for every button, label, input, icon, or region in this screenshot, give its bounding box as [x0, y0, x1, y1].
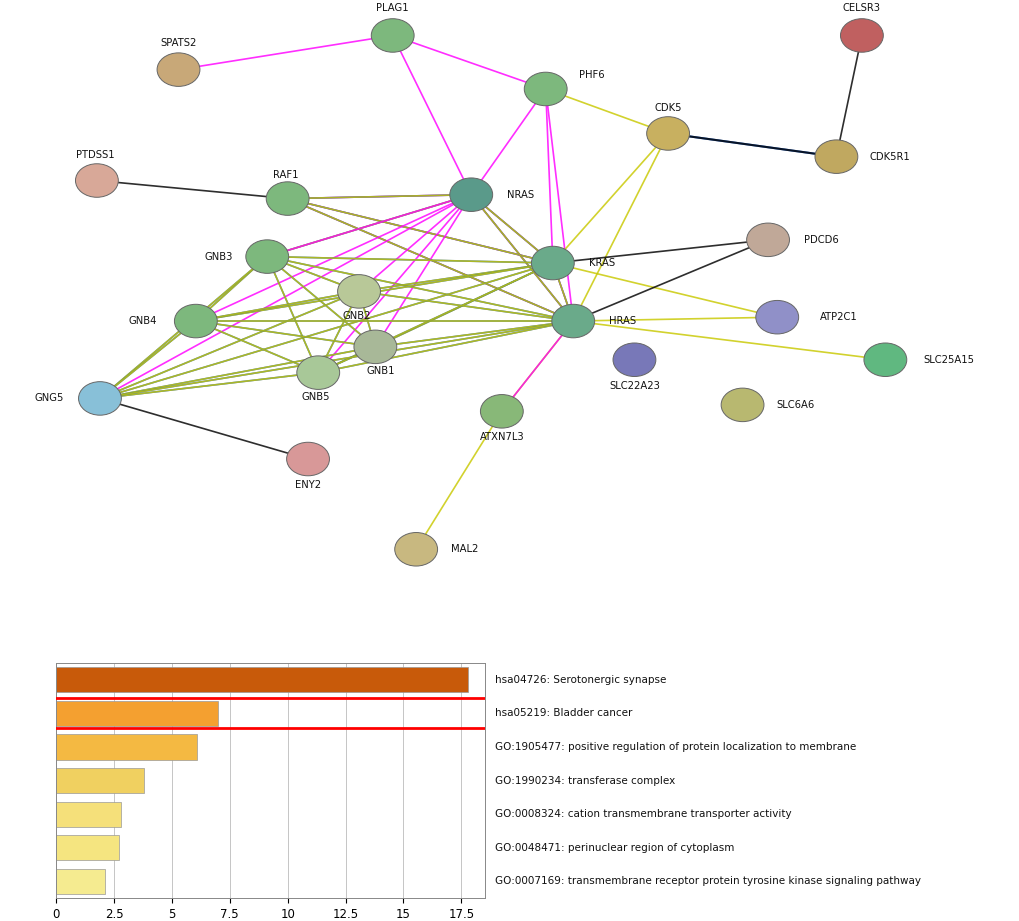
Bar: [56, 668, 468, 693]
Text: GO:1990234: transferase complex: GO:1990234: transferase complex: [494, 775, 675, 786]
Bar: [56, 768, 144, 793]
Text: hsa04726: Serotonergic synapse: hsa04726: Serotonergic synapse: [494, 675, 665, 685]
Ellipse shape: [449, 178, 492, 212]
Bar: [56, 869, 105, 893]
Text: GNB1: GNB1: [366, 367, 394, 377]
Text: GO:0007169: transmembrane receptor protein tyrosine kinase signaling pathway: GO:0007169: transmembrane receptor prote…: [494, 876, 920, 886]
Text: MAL2: MAL2: [451, 544, 478, 554]
Text: ATP2C1: ATP2C1: [818, 312, 857, 322]
Bar: [56, 734, 197, 760]
Text: GO:1905477: positive regulation of protein localization to membrane: GO:1905477: positive regulation of prote…: [494, 742, 855, 752]
Ellipse shape: [354, 330, 396, 364]
Ellipse shape: [297, 356, 339, 390]
Text: NRAS: NRAS: [506, 190, 533, 200]
Text: ATXN7L3: ATXN7L3: [479, 432, 524, 442]
Text: PDCD6: PDCD6: [803, 235, 838, 245]
Text: hsa05219: Bladder cancer: hsa05219: Bladder cancer: [494, 708, 632, 718]
Ellipse shape: [246, 239, 288, 274]
Text: GNG5: GNG5: [35, 393, 63, 403]
Text: GO:0008324: cation transmembrane transporter activity: GO:0008324: cation transmembrane transpo…: [494, 809, 791, 819]
Text: GNB4: GNB4: [128, 316, 157, 326]
Ellipse shape: [174, 304, 217, 338]
Text: CDK5R1: CDK5R1: [868, 152, 909, 162]
Text: SPATS2: SPATS2: [160, 38, 197, 48]
Ellipse shape: [157, 52, 200, 87]
Text: GNB5: GNB5: [302, 392, 330, 402]
Ellipse shape: [646, 117, 689, 150]
Text: PLAG1: PLAG1: [376, 4, 409, 14]
Text: GO:0048471: perinuclear region of cytoplasm: GO:0048471: perinuclear region of cytopl…: [494, 843, 734, 853]
Ellipse shape: [755, 300, 798, 334]
Ellipse shape: [840, 18, 882, 52]
Ellipse shape: [371, 18, 414, 52]
Ellipse shape: [720, 388, 763, 422]
Ellipse shape: [863, 343, 906, 377]
Ellipse shape: [551, 304, 594, 338]
Ellipse shape: [286, 442, 329, 476]
Text: GNB3: GNB3: [204, 251, 232, 262]
Ellipse shape: [75, 164, 118, 197]
Text: SLC22A23: SLC22A23: [608, 380, 659, 391]
Text: PTDSS1: PTDSS1: [75, 150, 114, 159]
Text: SLC25A15: SLC25A15: [922, 355, 973, 365]
Ellipse shape: [480, 394, 523, 428]
Bar: [56, 701, 218, 726]
Ellipse shape: [612, 343, 655, 377]
Ellipse shape: [746, 223, 789, 257]
Text: RAF1: RAF1: [273, 170, 299, 181]
Bar: [56, 801, 121, 827]
Text: CDK5: CDK5: [654, 102, 681, 112]
Text: KRAS: KRAS: [588, 258, 614, 268]
Ellipse shape: [266, 181, 309, 216]
Text: PHF6: PHF6: [578, 70, 604, 80]
Ellipse shape: [394, 532, 437, 566]
Text: SLC6A6: SLC6A6: [775, 400, 814, 410]
Text: GNB2: GNB2: [342, 311, 371, 321]
Ellipse shape: [814, 140, 857, 173]
Text: ENY2: ENY2: [294, 480, 321, 490]
Text: HRAS: HRAS: [608, 316, 635, 326]
Ellipse shape: [531, 246, 574, 280]
Text: CELSR3: CELSR3: [842, 4, 880, 14]
Ellipse shape: [524, 72, 567, 106]
Bar: [56, 835, 118, 860]
Ellipse shape: [337, 274, 380, 309]
Ellipse shape: [78, 381, 121, 415]
